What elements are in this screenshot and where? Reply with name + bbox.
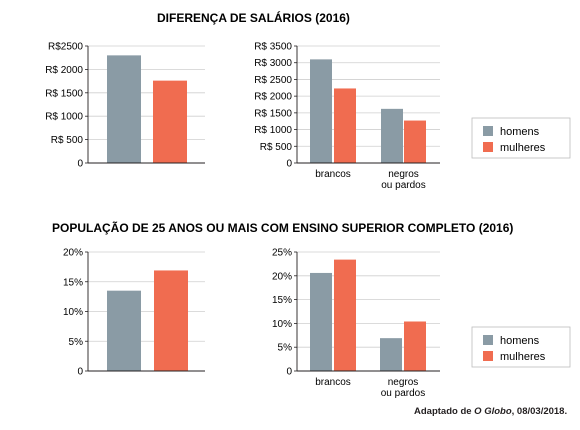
legend-swatch-homens [483,126,493,136]
legend-label-homens: homens [500,126,540,138]
legend-label-mulheres: mulheres [500,142,546,154]
x-category-label: brancos [315,169,351,180]
bar-homens [310,272,332,371]
x-category-label: negros [388,377,419,388]
legend-label-mulheres: mulheres [500,351,546,363]
bar-homens [107,55,141,163]
salary-section-title: DIFERENÇA DE SALÁRIOS (2016) [157,10,350,25]
x-category-label: ou pardos [381,180,425,191]
source-note: Adaptado de O Globo, 08/03/2018. [414,406,567,417]
legend-swatch-mulheres [483,351,493,361]
y-tick-label: R$ 1000 [254,125,292,136]
chart-2: 0 5% 10% 15% 20% [63,248,205,378]
bar-mulheres [404,321,426,371]
source-suffix: , 08/03/2018. [511,406,568,417]
y-tick-label: R$ 3000 [254,58,292,69]
chart-1: 0 R$ 500 R$ 1000 R$ 1500 R$ 2000 R$ 2500 R$ 30… [254,42,571,191]
bar-homens [381,108,403,163]
legend: homens mulheres [471,326,571,368]
legend-swatch-mulheres [483,142,493,152]
y-tick-label: R$ 500 [260,142,293,153]
y-tick-label: R$ 1000 [45,112,83,123]
source-publication: O Globo [474,406,512,417]
bar-mulheres [153,80,187,163]
y-tick-label: 5% [69,337,84,348]
y-tick-label: 25% [272,248,292,259]
y-tick-label: 10% [63,307,83,318]
y-tick-label: R$ 3500 [254,42,292,53]
y-tick-label: 15% [63,277,83,288]
y-tick-label: 0 [286,159,292,170]
source-prefix: Adaptado de [414,406,475,417]
y-tick-label: R$ 2500 [254,75,292,86]
y-tick-label: 20% [272,271,292,282]
y-tick-label: 20% [63,248,83,259]
y-tick-label: 0 [77,367,83,378]
y-tick-label: 5% [278,343,293,354]
legend-label-homens: homens [500,335,540,347]
y-tick-label: R$ 2000 [254,92,292,103]
x-category-label: brancos [315,377,351,388]
bar-mulheres [154,270,188,371]
bar-homens [380,338,402,371]
y-tick-label: R$2500 [48,42,83,53]
y-tick-label: R$ 2000 [45,65,83,76]
y-tick-label: R$ 500 [51,135,84,146]
bar-mulheres [334,88,356,163]
chart-0: 0 R$ 500 R$ 1000 R$ 1500 R$ 2000 R$2500 [45,42,205,170]
charts: 0 R$ 500 R$ 1000 R$ 1500 R$ 2000 R$2500 0 R$ 50… [45,42,571,399]
legend-swatch-homens [483,335,493,345]
y-tick-label: R$ 1500 [45,88,83,99]
x-category-label: ou pardos [381,388,425,399]
bar-mulheres [404,120,426,163]
y-tick-label: 0 [77,159,83,170]
legend: homens mulheres [471,117,571,159]
y-tick-label: R$ 1500 [254,108,292,119]
bar-mulheres [334,259,356,371]
bar-homens [310,59,332,163]
x-category-label: negros [388,169,419,180]
y-tick-label: 0 [286,367,292,378]
education-section-title: POPULAÇÃO DE 25 ANOS OU MAIS COM ENSINO … [52,220,513,235]
y-tick-label: 15% [272,295,292,306]
bar-homens [107,290,141,371]
y-tick-label: 10% [272,319,292,330]
